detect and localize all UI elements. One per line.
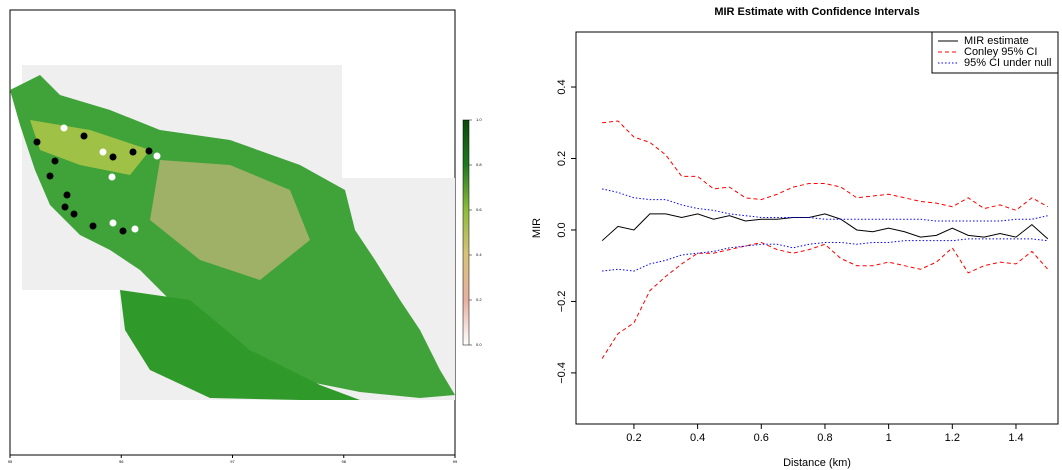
- plot-frame: [576, 32, 1058, 424]
- colorbar-tick-label: 0.6: [476, 207, 482, 212]
- y-axis-label: MIR: [531, 218, 543, 238]
- x-tick-label: 1.4: [1008, 432, 1023, 444]
- colorbar-tick-label: 0.4: [476, 252, 482, 257]
- site: [130, 149, 137, 156]
- site: [71, 211, 78, 218]
- site: [90, 223, 97, 230]
- site: [154, 153, 161, 160]
- x-tick-label: 1.2: [945, 432, 960, 444]
- site: [47, 173, 54, 180]
- x-tick-label: 0.6: [754, 432, 769, 444]
- site: [146, 148, 153, 155]
- x-tick-label: 99: [453, 459, 458, 464]
- series-line: [602, 242, 1048, 358]
- site: [110, 154, 117, 161]
- y-tick-label: −0.4: [556, 362, 568, 384]
- site: [120, 228, 127, 235]
- chart: 95 96 97 98 99 0.0 0.2 0.4 0.6 0.8 1.0 MIR Estimate…: [0, 0, 1062, 470]
- series-line: [602, 121, 1048, 210]
- site: [100, 149, 107, 156]
- site: [62, 204, 69, 211]
- legend-label: 95% CI under null: [964, 57, 1051, 69]
- colorbar-tick-label: 0.8: [476, 162, 482, 167]
- x-tick-label: 97: [230, 459, 235, 464]
- site: [81, 133, 88, 140]
- x-tick-label: 0.8: [817, 432, 832, 444]
- colorbar: [463, 120, 469, 345]
- x-tick-label: 1: [886, 432, 892, 444]
- map-panel: [10, 10, 455, 455]
- series-line: [602, 189, 1048, 221]
- x-axis-label: Distance (km): [783, 457, 851, 469]
- site: [34, 139, 41, 146]
- site: [64, 192, 71, 199]
- y-tick-label: 0.4: [556, 79, 568, 94]
- x-tick-label: 95: [8, 459, 13, 464]
- site: [109, 174, 116, 181]
- y-tick-label: 0.2: [556, 151, 568, 166]
- x-tick-label: 98: [342, 459, 347, 464]
- site: [61, 125, 68, 132]
- x-tick-label: 0.2: [626, 432, 641, 444]
- page: {"chart_data": [ {"type": "map", "xlim":…: [0, 0, 1062, 470]
- y-tick-label: −0.2: [556, 291, 568, 313]
- series-line: [602, 214, 1048, 241]
- colorbar-tick-label: 0.2: [476, 297, 482, 302]
- site: [132, 226, 139, 233]
- colorbar-tick-label: 0.0: [476, 342, 482, 347]
- series-line: [602, 239, 1048, 271]
- site: [110, 220, 117, 227]
- colorbar-tick-label: 1.0: [476, 117, 482, 122]
- chart-title: MIR Estimate with Confidence Intervals: [714, 6, 919, 18]
- x-tick-label: 0.4: [690, 432, 705, 444]
- x-tick-label: 96: [119, 459, 124, 464]
- y-tick-label: 0.0: [556, 222, 568, 237]
- site: [52, 158, 59, 165]
